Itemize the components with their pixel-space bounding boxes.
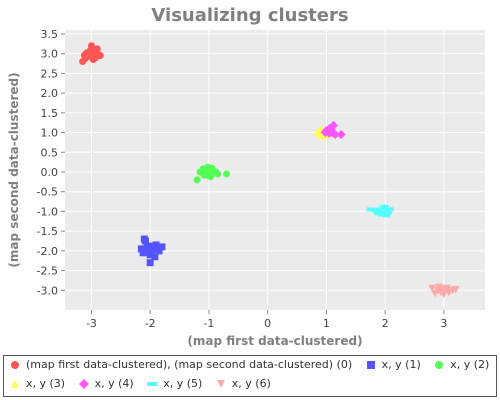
point-s5-9 bbox=[382, 213, 391, 218]
y-tick-label-10: -1.5 bbox=[37, 225, 58, 238]
y-tick-label-6: 0.5 bbox=[41, 146, 59, 159]
point-s5-8 bbox=[378, 212, 387, 217]
x-tick-label-3: 0 bbox=[264, 317, 271, 330]
x-tick-label-4: 1 bbox=[323, 317, 330, 330]
x-tick-label-1: -2 bbox=[145, 317, 156, 330]
y-tick-label-8: -0.5 bbox=[37, 186, 58, 199]
legend-marker-1 bbox=[366, 360, 375, 369]
point-s6-10 bbox=[435, 283, 444, 292]
legend-row-1: (map first data-clustered), (map second … bbox=[10, 358, 499, 376]
legend-item-2: x, y (2) bbox=[434, 358, 489, 371]
point-s6-11 bbox=[444, 288, 453, 297]
y-tick-label-4: 1.5 bbox=[41, 107, 59, 120]
point-s1-9 bbox=[151, 253, 159, 261]
legend-item-3: x, y (3) bbox=[10, 377, 65, 390]
point-s4-8 bbox=[336, 130, 346, 140]
point-s1-8 bbox=[139, 249, 147, 257]
y-tick-label-1: 3.0 bbox=[41, 48, 59, 61]
point-s2-12 bbox=[223, 170, 231, 178]
legend-marker-5 bbox=[147, 381, 158, 386]
point-s5-11 bbox=[381, 208, 390, 213]
point-s1-5 bbox=[155, 247, 163, 255]
legend-item-4: x, y (4) bbox=[78, 377, 134, 390]
point-s6-9 bbox=[451, 285, 460, 294]
legend-item-0: (map first data-clustered), (map second … bbox=[10, 358, 352, 371]
y-tick-label-11: -2.0 bbox=[37, 245, 58, 258]
point-s1-14 bbox=[144, 248, 152, 256]
point-s1-12 bbox=[140, 235, 148, 243]
legend-label-6: x, y (6) bbox=[231, 377, 271, 390]
legend-label-5: x, y (5) bbox=[163, 377, 203, 390]
point-s6-0 bbox=[428, 284, 437, 293]
legend-marker-3 bbox=[11, 379, 19, 388]
point-s0-15 bbox=[79, 58, 87, 66]
point-s5-5 bbox=[379, 204, 388, 209]
y-tick-label-2: 2.5 bbox=[41, 67, 59, 80]
chart-plot-svg: 3.5 3.0 2.5 2.0 1.5 1.0 0.5 0.0 -0.5 -1.0 -1.5 -2.0… bbox=[7, 5, 485, 348]
point-s1-10 bbox=[146, 259, 154, 267]
point-s0-14 bbox=[96, 52, 104, 60]
x-tick-label-0: -3 bbox=[86, 317, 97, 330]
plot-background bbox=[65, 30, 485, 310]
point-s0-13 bbox=[87, 42, 95, 50]
point-s5-6 bbox=[385, 207, 394, 212]
y-axis-label: (map second data-clustered) bbox=[7, 72, 21, 267]
y-tick-label-7: 0.0 bbox=[41, 166, 59, 179]
y-tick-label-12: -2.5 bbox=[37, 265, 58, 278]
x-tick-label-6: 3 bbox=[440, 317, 447, 330]
y-tick-label-3: 2.0 bbox=[41, 87, 59, 100]
legend-label-4: x, y (4) bbox=[94, 377, 134, 390]
point-s0-19 bbox=[91, 52, 99, 60]
point-s1-11 bbox=[158, 243, 166, 251]
legend-label-0: (map first data-clustered), (map second … bbox=[26, 358, 353, 371]
point-s2-9 bbox=[204, 163, 212, 171]
legend-marker-6 bbox=[216, 379, 225, 388]
point-s2-10 bbox=[214, 170, 222, 178]
point-s4-9 bbox=[324, 128, 334, 138]
point-s1-2 bbox=[152, 241, 160, 249]
legend-label-2: x, y (2) bbox=[450, 358, 490, 371]
y-tick-label-0: 3.5 bbox=[41, 28, 59, 41]
point-s2-13 bbox=[193, 176, 201, 184]
legend-marker-2 bbox=[435, 360, 444, 369]
legend-item-6: x, y (6) bbox=[216, 377, 271, 390]
point-s2-14 bbox=[207, 173, 215, 181]
chart-title: Visualizing clusters bbox=[151, 5, 348, 26]
x-tick-label-2: -1 bbox=[203, 317, 214, 330]
point-s2-11 bbox=[196, 168, 204, 176]
point-s1-3 bbox=[137, 245, 145, 253]
legend-item-5: x, y (5) bbox=[147, 377, 202, 390]
point-s4-7 bbox=[330, 130, 340, 140]
point-s6-7 bbox=[431, 289, 440, 298]
point-s5-4 bbox=[374, 211, 383, 216]
point-s6-4 bbox=[442, 284, 451, 293]
x-axis-label: (map first data-clustered) bbox=[187, 334, 362, 348]
legend-marker-4 bbox=[78, 378, 89, 389]
legend-item-1: x, y (1) bbox=[366, 358, 421, 371]
legend-label-1: x, y (1) bbox=[381, 358, 421, 371]
legend-marker-0 bbox=[11, 360, 19, 369]
y-tick-label-5: 1.0 bbox=[41, 127, 59, 140]
point-s1-0 bbox=[143, 243, 151, 251]
point-s5-10 bbox=[366, 207, 375, 212]
point-s1-13 bbox=[148, 242, 156, 250]
point-s5-7 bbox=[372, 208, 381, 213]
y-tick-label-9: -1.0 bbox=[37, 205, 58, 218]
point-s6-8 bbox=[439, 290, 448, 299]
x-tick-label-5: 2 bbox=[382, 317, 389, 330]
legend-row-2: x, y (3) x, y (4) x, y (5) x, y (6) bbox=[10, 377, 281, 395]
legend: (map first data-clustered), (map second … bbox=[3, 355, 497, 397]
legend-label-3: x, y (3) bbox=[26, 377, 66, 390]
y-tick-label-13: -3.0 bbox=[37, 284, 58, 297]
